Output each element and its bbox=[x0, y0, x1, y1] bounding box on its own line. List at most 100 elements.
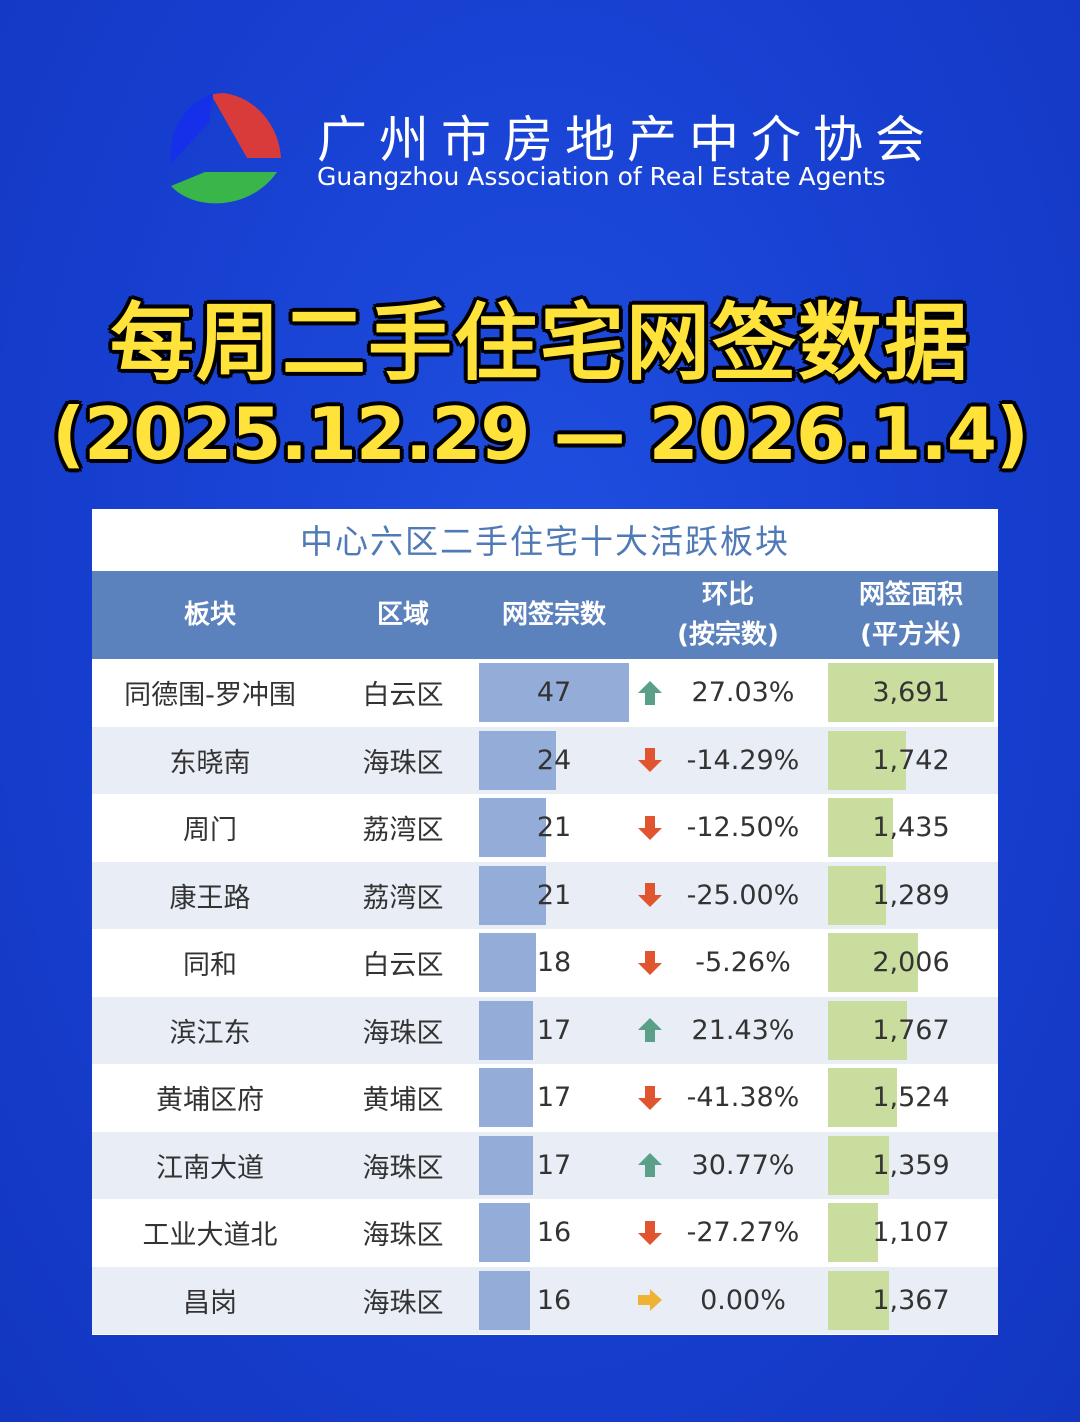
count-value: 47 bbox=[536, 677, 572, 709]
area-bar bbox=[828, 1203, 878, 1262]
area-value: 1,359 bbox=[872, 1149, 950, 1181]
change-cell: -25.00% bbox=[629, 862, 827, 930]
area-cell: 1,107 bbox=[828, 1199, 994, 1267]
count-bar bbox=[479, 1068, 534, 1127]
count-cell: 17 bbox=[479, 1064, 629, 1132]
count-bar bbox=[479, 1135, 534, 1195]
org-name-cn: 广州市房地产中介协会 bbox=[317, 111, 937, 169]
area-bar bbox=[828, 798, 893, 857]
count-bar bbox=[479, 933, 537, 992]
block-name: 江南大道 bbox=[156, 1152, 264, 1184]
ranking-table: 中心六区二手住宅十大活跃板块 板块 区域 网签宗数 环比 (按宗数) 网签面积 (平… bbox=[92, 509, 998, 1335]
arrow-right-icon bbox=[638, 1289, 662, 1312]
area-cell: 3,691 bbox=[828, 659, 994, 727]
count-value: 17 bbox=[536, 1014, 572, 1046]
area-bar bbox=[828, 1000, 908, 1060]
change-value: -25.00% bbox=[686, 879, 800, 911]
block-name: 昌岗 bbox=[183, 1287, 237, 1319]
area-value: 1,107 bbox=[872, 1217, 950, 1249]
table-row: 工业大道北 海珠区 16 -27.27% 1,107 bbox=[92, 1199, 998, 1267]
org-name-en: Guangzhou Association of Real Estate Age… bbox=[317, 162, 886, 191]
count-cell: 17 bbox=[479, 1132, 629, 1200]
count-bar bbox=[479, 663, 629, 722]
district-name: 海珠区 bbox=[362, 1287, 444, 1319]
change-value: -41.38% bbox=[686, 1082, 800, 1114]
count-bar bbox=[479, 730, 556, 790]
area-cell: 1,742 bbox=[828, 727, 994, 795]
table-row: 滨江东 海珠区 17 21.43% 1,767 bbox=[92, 996, 998, 1065]
table-row: 黄埔区府 黄埔区 17 -41.38% 1,524 bbox=[92, 1064, 998, 1132]
change-cell: -14.29% bbox=[629, 727, 827, 795]
block-name: 康王路 bbox=[169, 882, 251, 914]
area-value: 3,691 bbox=[872, 677, 950, 709]
block-name: 周门 bbox=[183, 815, 237, 847]
count-bar bbox=[479, 1000, 534, 1060]
header-count: 网签宗数 bbox=[501, 600, 606, 630]
count-value: 21 bbox=[536, 812, 572, 844]
area-cell: 1,359 bbox=[828, 1132, 994, 1200]
district-name: 黄埔区 bbox=[362, 1085, 444, 1117]
date-range: (2025.12.29 — 2026.1.4) bbox=[52, 392, 1029, 476]
table-row: 江南大道 海珠区 17 30.77% 1,359 bbox=[92, 1131, 998, 1200]
arrow-down-icon bbox=[638, 883, 662, 908]
area-value: 2,006 bbox=[872, 947, 950, 979]
district-name: 海珠区 bbox=[362, 747, 444, 779]
area-cell: 1,367 bbox=[828, 1267, 994, 1335]
area-value: 1,367 bbox=[872, 1284, 950, 1316]
arrow-down-icon bbox=[638, 748, 662, 773]
area-value: 1,435 bbox=[872, 812, 950, 844]
area-cell: 1,767 bbox=[828, 997, 994, 1065]
area-cell: 2,006 bbox=[828, 929, 994, 997]
count-cell: 16 bbox=[479, 1267, 629, 1335]
change-cell: -12.50% bbox=[629, 794, 827, 862]
area-bar bbox=[828, 865, 886, 925]
area-bar bbox=[828, 663, 994, 722]
count-bar bbox=[479, 865, 547, 925]
count-value: 16 bbox=[536, 1217, 572, 1249]
count-value: 18 bbox=[536, 947, 572, 979]
table-body: 同德围-罗冲围 白云区 47 27.03% 3,691 东晓南 海珠区 24 -14.29% 1,… bbox=[92, 659, 998, 1334]
count-value: 17 bbox=[536, 1082, 572, 1114]
header-district: 区域 bbox=[376, 600, 429, 630]
area-cell: 1,524 bbox=[828, 1064, 994, 1132]
area-value: 1,742 bbox=[872, 744, 950, 776]
page-title: 每周二手住宅网签数据 bbox=[109, 294, 970, 392]
change-value: -12.50% bbox=[686, 812, 800, 844]
count-bar bbox=[479, 1203, 531, 1262]
count-cell: 21 bbox=[479, 862, 629, 930]
block-name: 同德围-罗冲围 bbox=[124, 680, 296, 712]
header-block: 板块 bbox=[183, 600, 236, 630]
area-value: 1,289 bbox=[872, 879, 950, 911]
district-name: 荔湾区 bbox=[362, 815, 444, 847]
change-value: 27.03% bbox=[691, 677, 795, 709]
count-bar bbox=[479, 1270, 531, 1330]
count-cell: 24 bbox=[479, 727, 629, 795]
change-value: -5.26% bbox=[695, 947, 791, 979]
district-name: 荔湾区 bbox=[362, 882, 444, 914]
change-cell: 21.43% bbox=[629, 997, 827, 1065]
count-cell: 16 bbox=[479, 1199, 629, 1267]
change-value: 21.43% bbox=[691, 1014, 795, 1046]
change-cell: 30.77% bbox=[629, 1132, 827, 1200]
count-cell: 17 bbox=[479, 997, 629, 1065]
block-name: 黄埔区府 bbox=[156, 1085, 264, 1117]
table-header: 板块 区域 网签宗数 环比 (按宗数) 网签面积 (平方米) bbox=[92, 571, 998, 659]
area-bar bbox=[828, 1135, 890, 1195]
table-title: 中心六区二手住宅十大活跃板块 bbox=[300, 522, 790, 561]
table-row: 周门 荔湾区 21 -12.50% 1,435 bbox=[92, 794, 998, 862]
table-row: 昌岗 海珠区 16 0.00% 1,367 bbox=[92, 1266, 998, 1335]
org-logo: 广州市房地产中介协会 Guangzhou Association of Real… bbox=[165, 88, 925, 208]
area-value: 1,767 bbox=[872, 1014, 950, 1046]
header-change: 环比 (按宗数) bbox=[677, 580, 779, 650]
area-bar bbox=[828, 1270, 890, 1330]
arrow-up-icon bbox=[638, 680, 662, 705]
block-name: 同和 bbox=[183, 950, 237, 982]
header-area: 网签面积 (平方米) bbox=[858, 580, 963, 650]
arrow-down-icon bbox=[638, 1220, 662, 1245]
area-cell: 1,289 bbox=[828, 862, 994, 930]
count-value: 24 bbox=[536, 744, 572, 776]
change-cell: -41.38% bbox=[629, 1064, 827, 1132]
count-value: 17 bbox=[536, 1149, 572, 1181]
district-name: 白云区 bbox=[362, 950, 444, 982]
table-row: 东晓南 海珠区 24 -14.29% 1,742 bbox=[92, 726, 998, 795]
